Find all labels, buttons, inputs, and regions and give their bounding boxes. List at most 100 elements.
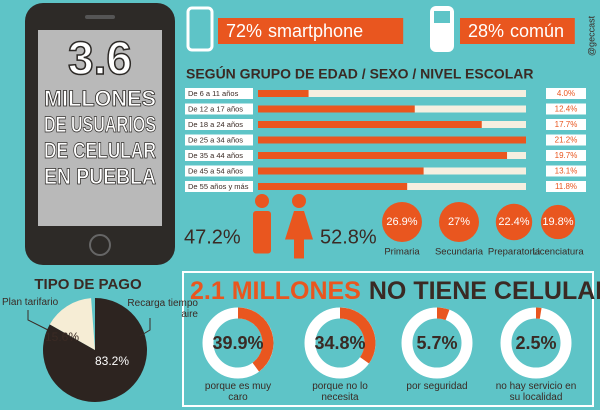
age-label-box xyxy=(185,119,253,130)
device-label: 72% smartphone xyxy=(226,21,363,41)
age-label-box xyxy=(185,88,253,99)
age-value-box xyxy=(546,88,586,99)
donut-value: 5.7% xyxy=(416,333,457,353)
age-value: 12.4% xyxy=(555,105,578,114)
female-body xyxy=(285,211,313,259)
age-value: 11.8% xyxy=(555,182,577,191)
headline-line: DE CELULAR xyxy=(44,138,156,163)
headline-number: 3.6 xyxy=(68,32,132,84)
no-phone-title: 2.1 MILLONES NO TIENE CELULAR xyxy=(190,277,600,305)
education-label: Secundaria xyxy=(435,247,484,258)
age-value: 4.0% xyxy=(557,89,575,98)
age-bar xyxy=(258,167,424,175)
age-label: De 18 a 24 años xyxy=(188,120,243,129)
age-label: De 6 a 11 años xyxy=(188,89,239,98)
device-name: común xyxy=(510,21,564,41)
donut-arc xyxy=(237,307,274,372)
age-value: 13.1% xyxy=(555,167,578,176)
age-bar xyxy=(258,136,526,144)
sex-value: 47.2% xyxy=(184,226,241,248)
age-track xyxy=(258,90,526,97)
pie-category: Plan tarifario xyxy=(2,297,59,308)
device-band xyxy=(460,18,575,44)
age-bar xyxy=(258,152,508,159)
age-value-box xyxy=(546,181,586,192)
male-body xyxy=(253,211,271,254)
common-phone-screen xyxy=(434,11,450,23)
donut-arc xyxy=(339,307,376,364)
credit: @geccast xyxy=(586,15,596,56)
pie-leader xyxy=(27,310,49,331)
donut-value: 2.5% xyxy=(515,333,556,353)
title-highlight: 2.1 MILLONES xyxy=(190,277,361,305)
donut-arc xyxy=(436,307,450,321)
pie-category: Recarga tiempo aire xyxy=(127,298,198,320)
donut-caption: no hay servicio en su localidad xyxy=(495,381,577,403)
title-rest: NO TIENE CELULAR xyxy=(369,277,600,305)
education-value: 27% xyxy=(448,216,470,228)
age-value: 21.2% xyxy=(555,136,578,145)
education-value: 26.9% xyxy=(386,216,417,228)
smartphone-icon xyxy=(186,6,214,52)
donut-caption: por seguridad xyxy=(406,381,468,392)
age-label: De 55 años y más xyxy=(188,182,249,191)
pie-leader xyxy=(139,318,151,337)
age-label: De 25 a 34 años xyxy=(188,135,243,144)
age-label-box xyxy=(185,150,253,161)
education-label: Licenciatura xyxy=(532,247,584,258)
sex-value: 52.8% xyxy=(320,226,377,248)
age-label-box xyxy=(185,181,253,192)
age-label-box xyxy=(185,165,253,177)
age-value-box xyxy=(546,103,586,115)
headline-line: DE USUARIOS xyxy=(44,112,156,137)
age-label: De 45 a 54 años xyxy=(188,166,243,175)
age-value-box xyxy=(546,165,586,177)
phone-screen xyxy=(38,30,162,226)
pie-value: 15.6% xyxy=(45,330,79,344)
age-value-box xyxy=(546,119,586,130)
donut-value: 39.9% xyxy=(212,333,263,353)
device-label: 28% común xyxy=(468,21,564,41)
age-label: De 35 a 44 años xyxy=(188,151,243,160)
female-head xyxy=(292,194,306,208)
education-circle xyxy=(382,202,422,242)
education-circle xyxy=(540,204,576,240)
device-value: 28% xyxy=(468,21,504,41)
device-name: smartphone xyxy=(268,21,363,41)
payment-title: TIPO DE PAGO xyxy=(34,276,142,293)
device-value: 72% xyxy=(226,21,262,41)
age-label: De 12 a 17 años xyxy=(188,104,243,113)
age-label-box xyxy=(185,134,253,146)
donut-caption: porque es muy caro xyxy=(204,381,272,403)
education-label: Primaria xyxy=(384,247,420,258)
phone-button xyxy=(89,234,111,256)
pie-value: 83.2% xyxy=(95,354,129,368)
donut-value: 34.8% xyxy=(314,333,365,353)
education-circle xyxy=(495,203,533,241)
education-value: 19.8% xyxy=(542,216,573,228)
age-bar xyxy=(258,105,415,113)
headline-line: EN PUEBLA xyxy=(44,164,156,189)
age-label-box xyxy=(185,103,253,115)
pie-slice xyxy=(49,298,95,350)
phone-speaker xyxy=(85,15,115,19)
age-bar xyxy=(258,90,309,97)
male-head xyxy=(255,194,269,208)
donut-caption: porque no lo necesita xyxy=(312,381,368,403)
education-label: Preparatoria xyxy=(488,247,541,258)
age-bar xyxy=(258,183,408,190)
headline-line: MILLONES xyxy=(44,86,156,111)
age-bar xyxy=(258,121,482,128)
age-value-box xyxy=(546,150,586,161)
age-value-box xyxy=(546,134,586,146)
device-band xyxy=(218,18,404,44)
age-value: 17.7% xyxy=(555,120,578,129)
panel-frame xyxy=(182,271,594,407)
age-title: SEGÚN GRUPO DE EDAD / SEXO / NIVEL ESCOL… xyxy=(186,65,533,82)
education-circle xyxy=(439,202,479,242)
education-value: 22.4% xyxy=(498,216,529,228)
age-value: 19.7% xyxy=(555,151,578,160)
